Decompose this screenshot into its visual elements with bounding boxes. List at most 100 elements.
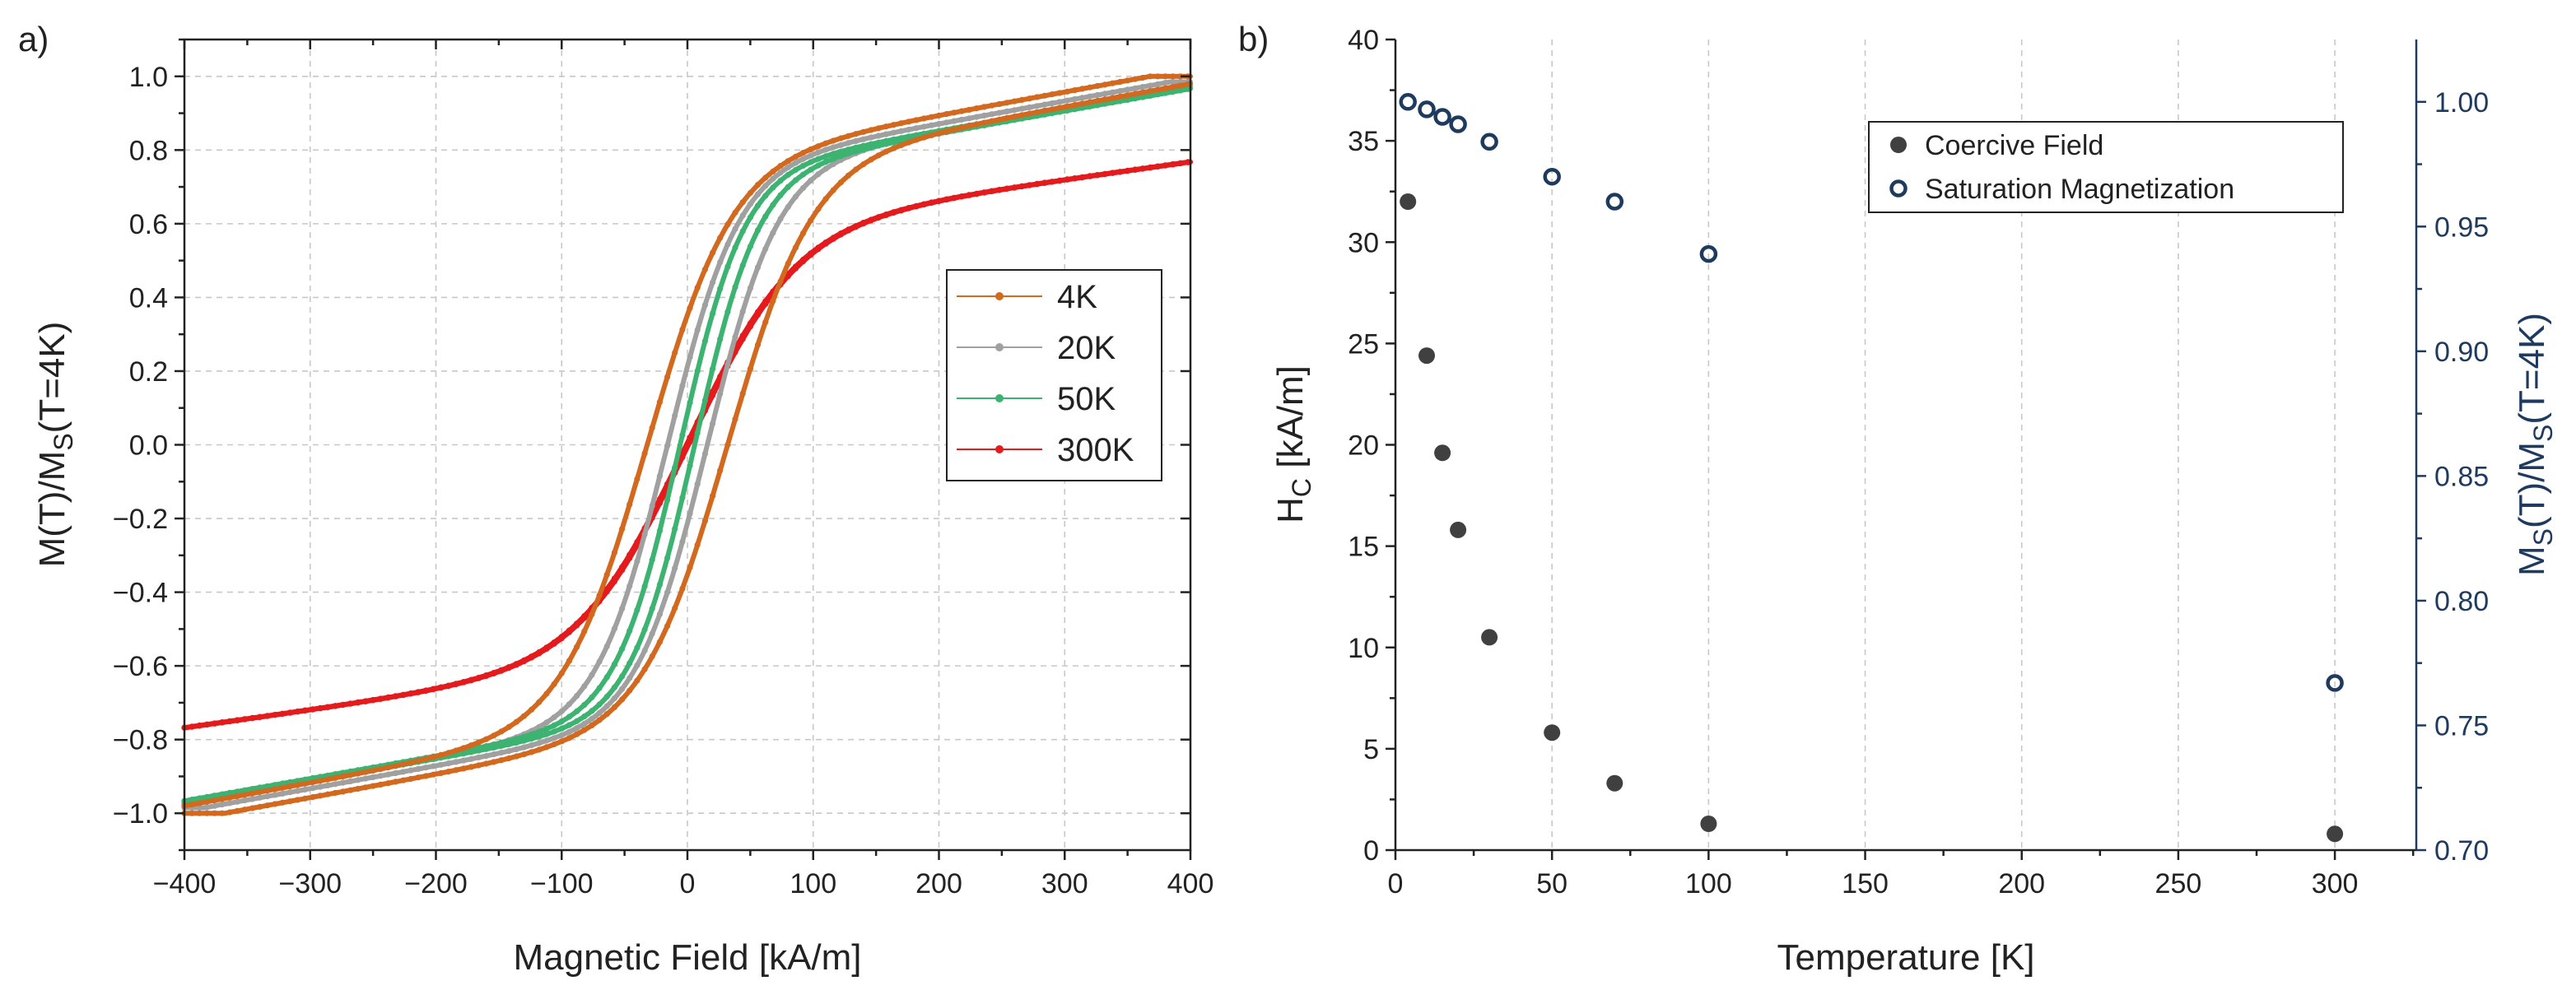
panel-a-point-300K (883, 211, 889, 218)
panel-a-point-20K (875, 132, 882, 139)
panel-a-point-4K (445, 750, 452, 756)
panel-a-point-4K (1026, 110, 1033, 117)
panel-a-y-tick-label: −0.2 (113, 504, 168, 535)
panel-a-point-50K (770, 184, 776, 191)
panel-a-point-4K (286, 783, 293, 790)
panel-a-point-4K (679, 585, 686, 592)
panel-a-point-300K (543, 645, 550, 653)
panel-a-point-50K (641, 626, 648, 633)
panel-a-point-4K (792, 153, 799, 160)
panel-a-point-4K (739, 390, 746, 397)
panel-b-legend-marker-coercive (1890, 137, 1907, 153)
panel-a-point-50K (875, 142, 882, 149)
panel-a-point-20K (596, 709, 603, 717)
panel-a-point-50K (754, 202, 762, 209)
panel-a-point-4K (679, 326, 686, 332)
panel-a-point-50K (656, 581, 664, 588)
panel-a-point-20K (641, 648, 648, 654)
panel-a-point-300K (551, 640, 557, 647)
panel-a-point-4K (777, 278, 784, 285)
panel-a-point-4K (837, 135, 844, 142)
panel-a-point-4K (505, 755, 512, 762)
panel-a-point-50K (603, 694, 610, 700)
panel-a-point-300K (1162, 162, 1169, 169)
panel-a-point-4K (906, 119, 912, 125)
panel-a-point-20K (574, 693, 580, 700)
panel-a-point-4K (324, 776, 331, 783)
panel-a-point-4K (687, 564, 693, 571)
panel-a-legend-marker-50K (995, 394, 1004, 402)
panel-a-point-300K (536, 650, 543, 657)
panel-a-point-20K (739, 212, 746, 219)
panel-a-point-300K (898, 207, 905, 214)
panel-a-point-50K (551, 722, 557, 729)
panel-a-point-50K (529, 736, 535, 742)
panel-a-point-20K (1079, 95, 1086, 101)
panel-a-point-300K (370, 697, 376, 704)
panel-a-point-4K (408, 775, 414, 783)
panel-a-point-4K (498, 728, 505, 735)
panel-a-y-tick-label: −0.6 (113, 651, 168, 682)
panel-a-point-20K (1011, 107, 1018, 114)
panel-a-point-20K (906, 126, 912, 133)
panel-a-point-4K (1154, 86, 1161, 93)
panel-a-point-300K (943, 197, 950, 203)
panel-a-point-20K (679, 538, 686, 545)
panel-a-point-20K (543, 719, 550, 726)
panel-a-y-tick-labels: −1.0 −0.8 −0.6 −0.4 −0.2 0.0 0.2 0.4 0.6 0.8 1.0 (113, 62, 168, 830)
panel-a-point-20K (754, 264, 762, 271)
panel-a-point-50K (732, 244, 738, 251)
panel-a-point-50K (739, 228, 746, 235)
panel-a-point-50K (672, 464, 678, 471)
panel-a-point-50K (520, 737, 528, 744)
panel-a-point-20K (664, 443, 671, 449)
panel-a-point-4K (272, 801, 278, 807)
panel-a-point-300K (257, 713, 263, 721)
panel-a-point-50K (747, 243, 754, 250)
panel-a-point-4K (347, 787, 354, 793)
panel-a-point-20K (324, 782, 331, 789)
panel-a-point-50K (649, 556, 655, 563)
panel-a-point-300K (264, 713, 271, 719)
panel-a-point-20K (581, 683, 588, 690)
panel-a-point-4K (603, 711, 610, 718)
panel-a-point-20K (1132, 85, 1139, 91)
panel-a-point-300K (558, 635, 565, 642)
panel-a-point-20K (1147, 82, 1153, 89)
panel-a-point-20K (430, 763, 437, 769)
panel-a-point-50K (513, 739, 519, 746)
panel-a-point-50K (551, 728, 557, 735)
panel-a-point-20K (649, 630, 655, 637)
panel-a-point-20K (649, 503, 655, 509)
panel-a-point-300K (815, 246, 822, 253)
panel-a-point-50K (687, 462, 693, 469)
panel-a-point-20K (710, 279, 716, 286)
panel-a-point-20K (701, 302, 709, 309)
panel-a-point-4K (212, 810, 218, 816)
panel-a-point-4K (1034, 94, 1041, 100)
panel-a-point-4K (279, 799, 286, 806)
panel-a-point-4K (943, 128, 950, 135)
panel-a-point-4K (808, 146, 814, 153)
panel-a-point-20K (603, 643, 610, 650)
panel-a-point-300K (1102, 171, 1108, 178)
panel-a-point-4K (430, 771, 437, 778)
panel-a-point-50K (724, 263, 731, 270)
panel-a-point-20K (701, 450, 709, 458)
panel-a-point-4K (1170, 84, 1176, 91)
panel-a-point-4K (483, 736, 490, 742)
panel-a-point-50K (710, 365, 716, 372)
panel-a-point-4K (241, 806, 248, 813)
panel-a-point-50K (1132, 95, 1139, 102)
panel-a-point-20K (792, 160, 799, 166)
panel-a-point-4K (1056, 90, 1063, 96)
panel-a-y-tick-label: 0.6 (129, 209, 168, 240)
panel-a-point-50K (785, 171, 791, 179)
panel-a-point-300K (1064, 176, 1070, 183)
panel-a-point-4K (430, 754, 437, 760)
panel-a-point-20K (574, 725, 580, 732)
panel-a-point-4K (853, 131, 859, 137)
panel-a-point-20K (1004, 108, 1010, 114)
panel-a-point-20K (770, 175, 776, 182)
panel-a-point-50K (536, 728, 543, 735)
